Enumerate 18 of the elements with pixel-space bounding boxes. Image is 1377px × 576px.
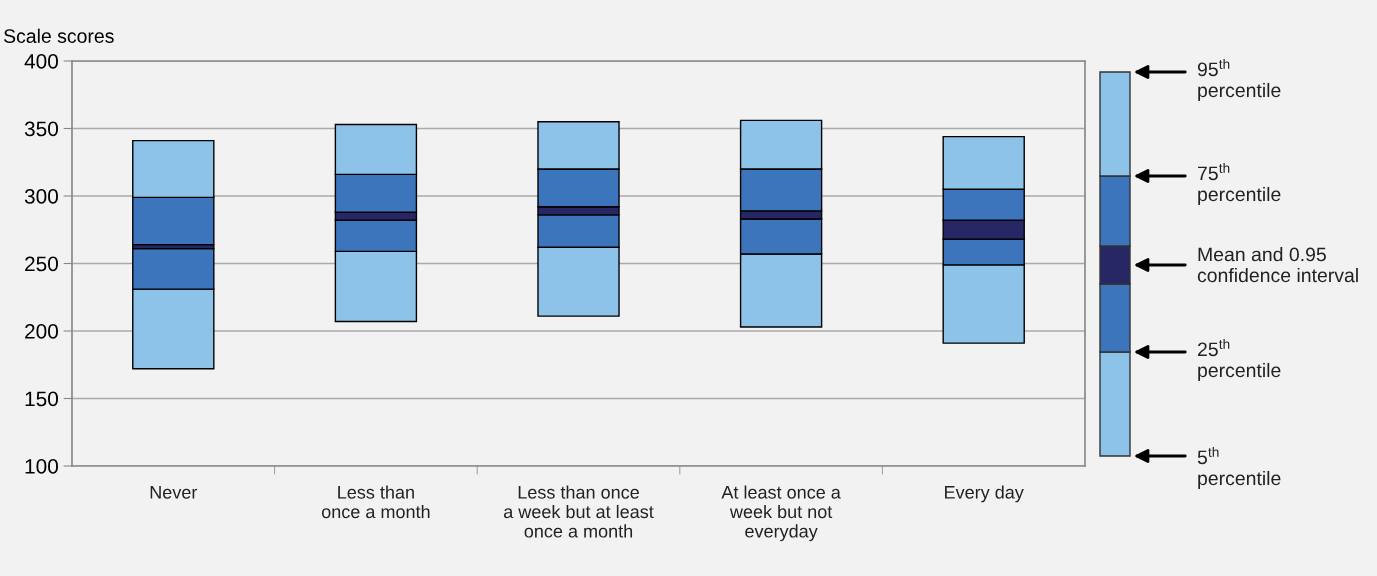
text: 95$^{th}$ percentile [1197, 58, 1281, 102]
text: 5$^{th}$ percentile [1197, 446, 1281, 490]
x-tick-label: Less than once a week but at least once a month [504, 485, 654, 538]
y-tick-label: 250 [25, 256, 58, 272]
x-tick-label: At least once a week but not everyday [721, 485, 841, 542]
text: 25$^{th}$ percentile [1197, 338, 1281, 382]
x-tick-label: Less than once a month [321, 485, 430, 519]
text: Mean and 0.95 confidence interval [1197, 247, 1358, 283]
y-tick-label: 400 [24, 54, 58, 69]
x-tick-label: Never [150, 486, 198, 499]
y-axis-title: Scale scores [4, 28, 114, 43]
y-tick-label: 300 [24, 189, 58, 204]
y-tick-label: 200 [25, 324, 58, 339]
text: 75$^{th}$ percentile [1198, 162, 1281, 206]
y-tick-label: 350 [24, 121, 58, 137]
y-tick-label: 100 [25, 459, 58, 474]
y-tick-label: 150 [25, 391, 58, 407]
x-tick-label: Every day [945, 485, 1024, 503]
